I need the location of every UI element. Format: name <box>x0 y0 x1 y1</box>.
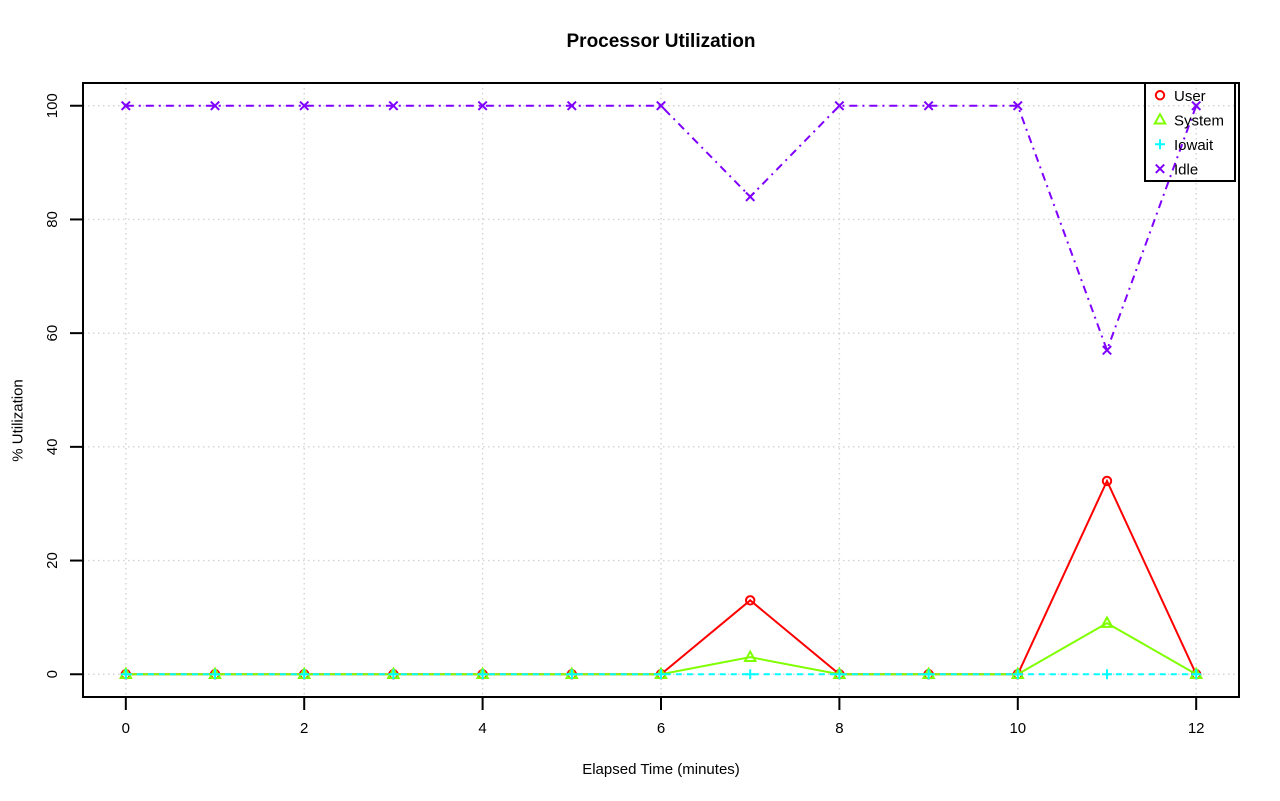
series-iowait <box>120 669 1202 680</box>
x-marker <box>566 100 577 111</box>
plus-marker <box>477 669 488 680</box>
chart-title: Processor Utilization <box>566 31 756 52</box>
y-tick-label: 80 <box>44 211 61 228</box>
x-marker <box>1191 100 1202 111</box>
circle-marker <box>744 595 756 606</box>
plus-marker <box>923 669 934 680</box>
triangle-marker <box>743 649 758 663</box>
y-tick-label: 20 <box>44 552 61 569</box>
x-marker <box>923 100 934 111</box>
x-marker <box>1102 345 1112 356</box>
x-tick-label: 0 <box>122 720 130 737</box>
x-tick-label: 2 <box>300 720 308 737</box>
plus-marker <box>120 669 131 680</box>
x-marker <box>299 100 310 111</box>
circle-marker <box>1101 475 1113 487</box>
x-marker <box>1012 100 1023 111</box>
legend-label: User <box>1174 88 1206 105</box>
x-tick-label: 12 <box>1188 720 1205 737</box>
x-tick-label: 8 <box>835 720 843 737</box>
series-idle <box>120 100 1202 356</box>
legend-label: Idle <box>1174 161 1198 178</box>
grid-lines <box>83 83 1239 697</box>
x-marker <box>210 100 220 111</box>
plus-marker <box>1101 669 1112 680</box>
y-tick-label: 60 <box>44 325 61 342</box>
x-marker <box>120 100 131 111</box>
circle-marker <box>1154 90 1166 101</box>
plus-marker <box>834 669 845 680</box>
legend: User System Iowait Idle <box>1144 82 1236 182</box>
triangle-marker <box>1153 112 1167 125</box>
x-tick-label: 4 <box>478 720 486 737</box>
x-axis-title: Elapsed Time (minutes) <box>582 761 740 778</box>
y-tick-label: 0 <box>44 670 61 678</box>
plus-marker <box>1191 669 1202 680</box>
legend-item-idle: Idle <box>1155 161 1198 178</box>
x-tick-label: 6 <box>657 720 665 737</box>
plus-marker <box>1012 669 1023 680</box>
x-marker <box>834 100 845 111</box>
legend-label: Iowait <box>1174 137 1214 154</box>
triangle-marker <box>1100 615 1114 628</box>
legend-item-user: User <box>1154 88 1206 105</box>
plus-marker <box>656 669 666 680</box>
plus-marker <box>388 669 399 680</box>
plus-marker <box>210 669 221 680</box>
x-marker <box>745 191 756 202</box>
x-marker <box>656 100 666 111</box>
plot-frame <box>82 82 1240 698</box>
x-marker <box>477 100 488 111</box>
legend-item-iowait: Iowait <box>1155 137 1214 154</box>
y-tick-label: 40 <box>44 439 61 456</box>
axes: 0 2 4 6 8 10 12 0 20 40 60 80 100 <box>44 93 1205 737</box>
legend-label: System <box>1174 112 1224 129</box>
legend-box <box>1144 82 1236 182</box>
x-marker <box>1155 163 1165 174</box>
plus-marker <box>745 669 756 680</box>
plus-marker <box>299 669 310 680</box>
legend-item-system: System <box>1153 112 1224 129</box>
y-tick-label: 100 <box>44 93 61 118</box>
x-tick-label: 10 <box>1009 720 1026 737</box>
plus-marker <box>1155 139 1165 150</box>
series-user-line <box>125 478 1198 676</box>
y-axis-title: % Utilization <box>9 379 27 462</box>
x-marker <box>388 100 399 111</box>
plus-marker <box>566 669 577 680</box>
